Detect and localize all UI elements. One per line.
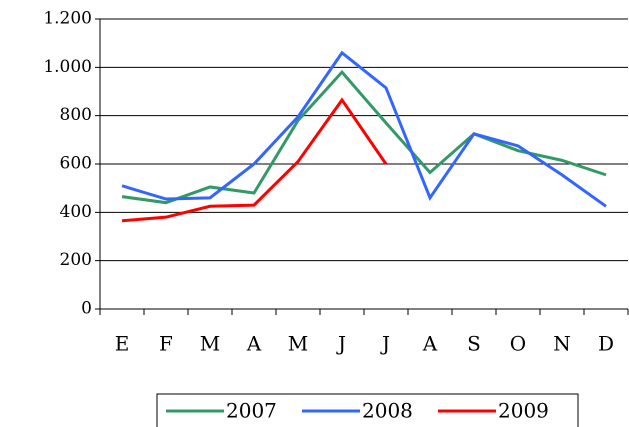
x-tick-label: S	[467, 332, 481, 356]
x-tick-label: N	[553, 332, 571, 356]
y-tick-label: 1.000	[43, 57, 92, 77]
x-tick-label: M	[288, 332, 308, 356]
x-tick-label: J	[380, 332, 390, 356]
x-tick-label: O	[510, 332, 526, 356]
legend-box	[156, 393, 579, 427]
legend-label: 2008	[362, 399, 413, 423]
y-tick-label: 0	[81, 299, 92, 319]
y-tick-label: 800	[60, 105, 92, 125]
y-tick-label: 1.200	[43, 9, 92, 29]
x-tick-label: A	[422, 332, 438, 356]
x-tick-label: A	[246, 332, 262, 356]
x-tick-label: J	[336, 332, 346, 356]
x-tick-label: M	[200, 332, 220, 356]
line-series	[121, 69, 607, 205]
y-tick-label: 400	[60, 202, 92, 222]
x-tick-label: E	[115, 332, 130, 356]
line-series	[121, 97, 388, 223]
legend-label: 2007	[226, 399, 277, 423]
x-tick-label: F	[159, 332, 173, 356]
legend-label: 2009	[498, 399, 549, 423]
x-tick-label: D	[598, 332, 614, 356]
y-tick-label: 600	[60, 154, 92, 174]
y-tick-label: 200	[60, 250, 92, 270]
line-series	[121, 50, 607, 208]
